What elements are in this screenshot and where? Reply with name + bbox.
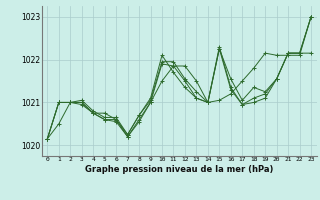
X-axis label: Graphe pression niveau de la mer (hPa): Graphe pression niveau de la mer (hPa) — [85, 165, 273, 174]
